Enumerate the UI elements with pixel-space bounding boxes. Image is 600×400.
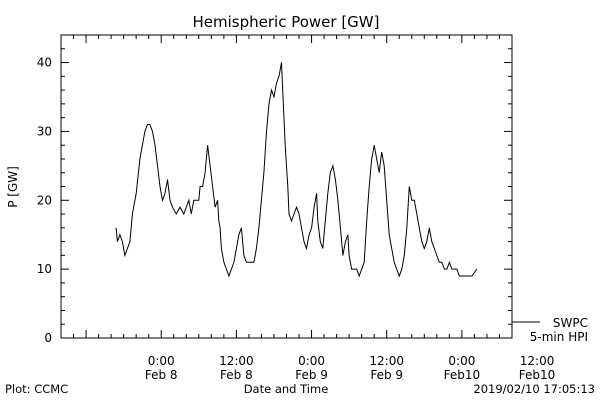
x-tick-label-time: 0:00 [148, 354, 175, 368]
y-tick-label: 20 [37, 193, 52, 207]
x-tick-label-time: 12:00 [520, 354, 555, 368]
chart-title: Hemispheric Power [GW] [193, 13, 380, 31]
x-tick-label-date: Feb10 [519, 368, 556, 382]
footer-timestamp: 2019/02/10 17:05:13 [473, 382, 595, 396]
x-tick-label-time: 12:00 [219, 354, 254, 368]
x-tick-label-date: Feb 8 [220, 368, 253, 382]
legend-label-hpi: 5-min HPI [530, 330, 588, 344]
y-tick-label: 30 [37, 124, 52, 138]
y-tick-label: 40 [37, 56, 52, 70]
y-axis-ticks: 0 10 20 30 40 [37, 34, 512, 345]
x-tick-label-date: Feb 9 [370, 368, 403, 382]
x-tick-label-date: Feb 9 [295, 368, 328, 382]
footer-credit: Plot: CCMC [5, 382, 68, 396]
x-tick-label-time: 0:00 [298, 354, 325, 368]
plot-frame [60, 34, 513, 339]
x-tick-label-time: 12:00 [369, 354, 404, 368]
x-tick-label-date: Feb 8 [145, 368, 178, 382]
legend-label-swpc: SWPC [553, 316, 588, 330]
y-tick-label: 0 [44, 331, 52, 345]
x-axis-label: Date and Time [244, 382, 329, 396]
x-tick-label-date: Feb10 [444, 368, 481, 382]
x-tick-label-time: 0:00 [448, 354, 475, 368]
y-axis-label: P [GW] [6, 166, 20, 208]
y-tick-label: 10 [37, 262, 52, 276]
series-layer [115, 62, 478, 278]
series-line [115, 62, 478, 278]
